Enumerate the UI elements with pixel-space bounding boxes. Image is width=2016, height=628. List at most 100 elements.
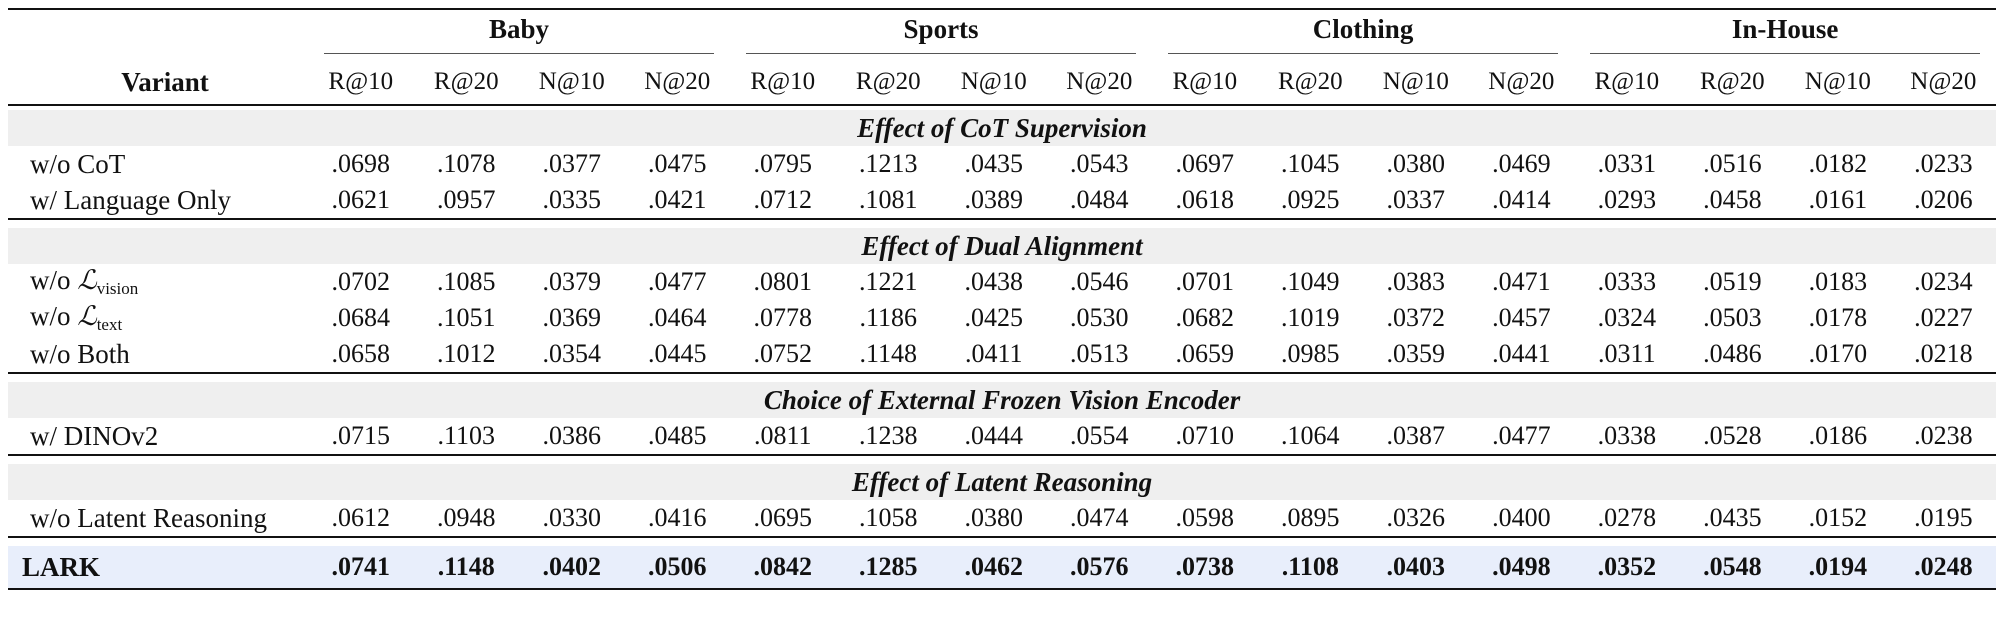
value-cell: .0293 bbox=[1597, 185, 1657, 214]
value-cell: .0186 bbox=[1808, 421, 1868, 450]
value-cell: .1064 bbox=[1281, 421, 1340, 450]
group-header-baby: Baby bbox=[308, 8, 731, 60]
value-cell: .0957 bbox=[437, 185, 496, 214]
value-cell: .0471 bbox=[1492, 267, 1551, 296]
table-row: w/ DINOv2 .0715 .1103 .0386 .0485 .0811 .1238.… bbox=[8, 418, 1996, 455]
value-cell: .0369 bbox=[542, 303, 602, 332]
value-cell: .0554 bbox=[1070, 421, 1129, 450]
variant-label-text: w/ Language Only bbox=[30, 184, 231, 215]
value-cell: .0464 bbox=[648, 303, 707, 332]
metric-header-r-at-20: R@20 bbox=[1699, 68, 1765, 95]
results-table-container: Variant Baby Sports Clothing In-House R@… bbox=[8, 8, 1997, 591]
value-cell: .0598 bbox=[1175, 503, 1235, 532]
value-cell: .0386 bbox=[542, 421, 602, 450]
value-cell: .0621 bbox=[331, 185, 391, 214]
value-cell: .0948 bbox=[437, 503, 496, 532]
value-cell: .0377 bbox=[542, 149, 602, 178]
variant-label: w/ Language Only bbox=[8, 182, 308, 219]
value-cell: .1148 bbox=[413, 546, 519, 589]
table-body: Effect of CoT Supervision w/o CoT .0698 .10… bbox=[8, 105, 1997, 591]
value-cell: .0811 bbox=[754, 421, 812, 450]
variant-label: w/o CoT bbox=[8, 146, 308, 182]
value-cell: .1078 bbox=[437, 149, 496, 178]
value-cell: .0170 bbox=[1808, 339, 1868, 368]
value-cell: .0477 bbox=[1492, 421, 1551, 450]
value-cell: .0195 bbox=[1914, 503, 1973, 532]
section-title: Choice of External Frozen Vision Encoder bbox=[8, 382, 1997, 418]
loss-subscript: text bbox=[96, 315, 123, 334]
final-model-row: LARK .0741.1148.0402.0506.0842.1285.0462.… bbox=[8, 546, 1997, 589]
value-cell: .1103 bbox=[437, 421, 496, 450]
value-cell: .0435 bbox=[964, 149, 1024, 178]
value-cell: .0682 bbox=[1175, 303, 1235, 332]
value-cell: .0421 bbox=[648, 185, 707, 214]
table-row: w/o Latent Reasoning .0612 .0948 .0330 .0416… bbox=[8, 500, 1996, 537]
final-model-label: LARK bbox=[8, 546, 308, 589]
loss-symbol: ℒ bbox=[77, 265, 97, 296]
group-header-sports: Sports bbox=[730, 8, 1153, 60]
value-cell: .0352 bbox=[1574, 546, 1680, 589]
value-cell: .0333 bbox=[1597, 267, 1657, 296]
value-cell: .0684 bbox=[331, 303, 391, 332]
section-title-row: Effect of Dual Alignment bbox=[8, 228, 1997, 264]
value-cell: .0715 bbox=[331, 421, 391, 450]
value-cell: .0513 bbox=[1070, 339, 1129, 368]
value-cell: .0234 bbox=[1914, 267, 1973, 296]
value-cell: .0441 bbox=[1492, 339, 1551, 368]
value-cell: .0335 bbox=[542, 185, 602, 214]
value-cell: .0710 bbox=[1175, 421, 1235, 450]
variant-label: w/o Latent Reasoning bbox=[8, 500, 308, 537]
value-cell: .0485 bbox=[648, 421, 707, 450]
value-cell: .0469 bbox=[1492, 149, 1551, 178]
group-header-clothing: Clothing bbox=[1152, 8, 1575, 60]
value-cell: .0194 bbox=[1785, 546, 1891, 589]
metric-header-n-at-20: N@20 bbox=[1910, 68, 1977, 95]
value-cell: .0206 bbox=[1914, 185, 1973, 214]
value-cell: .1085 bbox=[437, 267, 496, 296]
value-cell: .0484 bbox=[1070, 185, 1129, 214]
metric-header-r-at-20: R@20 bbox=[1277, 68, 1343, 95]
metric-header-r-at-10: R@10 bbox=[1594, 68, 1660, 95]
table-row: w/o Both .0658 .1012 .0354 .0445 .0752 .1148 .0… bbox=[8, 336, 1996, 373]
value-cell: .0741 bbox=[308, 546, 414, 589]
value-cell: .0576 bbox=[1046, 546, 1153, 589]
section-title-row: Effect of Latent Reasoning bbox=[8, 464, 1997, 500]
value-cell: .0516 bbox=[1703, 149, 1762, 178]
value-cell: .0701 bbox=[1175, 267, 1235, 296]
value-cell: .0238 bbox=[1914, 421, 1973, 450]
value-cell: .0695 bbox=[753, 503, 813, 532]
variant-header: Variant bbox=[8, 8, 308, 105]
metric-header-r-at-20: R@20 bbox=[855, 68, 921, 95]
value-cell: .0389 bbox=[964, 185, 1024, 214]
value-cell: .1186 bbox=[859, 303, 918, 332]
metric-header-row: R@10 R@20 N@10 N@20 R@10 R@20 N@10 N@20 R@10 R@20… bbox=[8, 60, 1997, 105]
value-cell: .0659 bbox=[1175, 339, 1235, 368]
section-title: Effect of Dual Alignment bbox=[8, 228, 1997, 264]
value-cell: .0403 bbox=[1363, 546, 1469, 589]
value-cell: .0475 bbox=[648, 149, 707, 178]
value-cell: .0612 bbox=[331, 503, 391, 532]
value-cell: .0445 bbox=[648, 339, 707, 368]
value-cell: .0503 bbox=[1703, 303, 1762, 332]
metric-header-r-at-10: R@10 bbox=[1172, 68, 1238, 95]
ablation-results-table: Variant Baby Sports Clothing In-House R@… bbox=[8, 8, 1997, 591]
value-cell: .0474 bbox=[1070, 503, 1129, 532]
value-cell: .0458 bbox=[1703, 185, 1762, 214]
metric-header-r-at-10: R@10 bbox=[328, 68, 394, 95]
value-cell: .0697 bbox=[1175, 149, 1235, 178]
value-cell: .1045 bbox=[1281, 149, 1340, 178]
value-cell: .0795 bbox=[753, 149, 813, 178]
variant-label: w/o ℒvision bbox=[8, 264, 308, 300]
metric-header-n-at-20: N@20 bbox=[1488, 68, 1555, 95]
value-cell: .0331 bbox=[1597, 149, 1657, 178]
value-cell: .0658 bbox=[331, 339, 391, 368]
value-cell: .0387 bbox=[1386, 421, 1446, 450]
value-cell: .0218 bbox=[1914, 339, 1973, 368]
value-cell: .0152 bbox=[1808, 503, 1868, 532]
loss-symbol: ℒ bbox=[77, 301, 97, 332]
value-cell: .0618 bbox=[1175, 185, 1235, 214]
value-cell: .1238 bbox=[859, 421, 918, 450]
value-cell: .0543 bbox=[1070, 149, 1129, 178]
variant-label-text: w/o bbox=[30, 301, 78, 331]
bottom-rule bbox=[8, 588, 1997, 591]
